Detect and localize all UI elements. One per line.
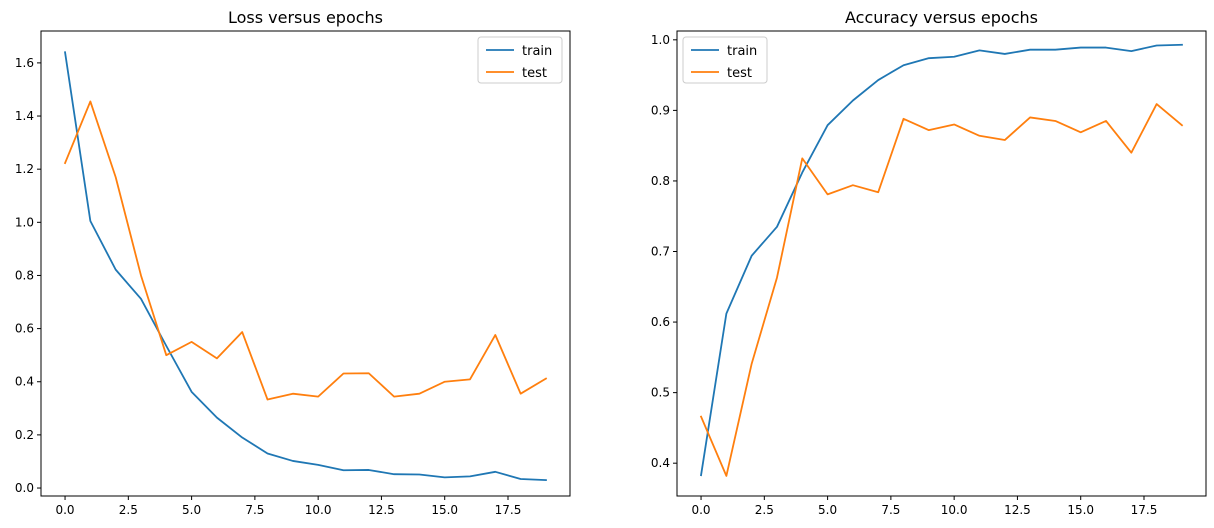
chart-1-x-tick-label: 0.0 bbox=[691, 503, 710, 517]
chart-1-series-train-line bbox=[700, 43, 1183, 477]
chart-1-x-tick-label: 15.0 bbox=[1067, 503, 1094, 517]
chart-1-x-tick-label: 2.5 bbox=[755, 503, 774, 517]
chart-0-x-tick-label: 7.5 bbox=[245, 503, 264, 517]
chart-0-x-tick-label: 10.0 bbox=[305, 503, 332, 517]
chart-1-axes-frame bbox=[676, 30, 1207, 497]
chart-0-y-tick-label: 1.0 bbox=[15, 215, 34, 229]
chart-0-series-train-line bbox=[64, 51, 547, 481]
chart-1-title: Accuracy versus epochs bbox=[845, 8, 1038, 27]
chart-0-x-tick-label: 12.5 bbox=[368, 503, 395, 517]
chart-0-x-tick-label: 5.0 bbox=[182, 503, 201, 517]
chart-1-y-tick-label: 1.0 bbox=[651, 33, 670, 47]
chart-1-y-tick-label: 0.8 bbox=[651, 174, 670, 188]
chart-1-legend-label-train: train bbox=[727, 44, 757, 59]
chart-0-y-tick-label: 1.6 bbox=[15, 56, 34, 70]
chart-1-series-test-line bbox=[699, 103, 1184, 477]
chart-1-x-tick-label: 10.0 bbox=[941, 503, 968, 517]
loss-chart: Loss versus epochs 0.0 2.5 5.0 7.5 10.0 12.5 15… bbox=[15, 8, 571, 517]
chart-0-x-tick-label: 15.0 bbox=[431, 503, 458, 517]
chart-0-x-tick-label: 17.5 bbox=[495, 503, 522, 517]
chart-0-y-tick-label: 1.2 bbox=[15, 162, 34, 176]
chart-1-y-tick-label: 0.7 bbox=[651, 245, 670, 259]
chart-0-series-test-line bbox=[63, 100, 548, 401]
chart-1-legend: train test bbox=[682, 36, 768, 84]
chart-0-title: Loss versus epochs bbox=[228, 8, 383, 27]
chart-0-legend-label-train: train bbox=[522, 44, 552, 59]
chart-0-y-tick-label: 0.6 bbox=[15, 322, 34, 336]
chart-0-axes-frame bbox=[40, 30, 571, 497]
chart-0-y-tick-label: 1.4 bbox=[15, 109, 34, 123]
chart-0-y-tick-label: 0.4 bbox=[15, 375, 34, 389]
chart-0-y-tick-label: 0.0 bbox=[15, 481, 34, 495]
chart-1-y-tick-label: 0.6 bbox=[651, 315, 670, 329]
chart-0-legend: train test bbox=[477, 36, 563, 84]
accuracy-chart: Accuracy versus epochs 0.0 2.5 5.0 7.5 10.0 12… bbox=[651, 8, 1207, 517]
chart-1-x-tick-label: 12.5 bbox=[1004, 503, 1031, 517]
chart-1-x-tick-label: 7.5 bbox=[881, 503, 900, 517]
chart-1-x-tick-label: 5.0 bbox=[818, 503, 837, 517]
chart-1-y-tick-label: 0.5 bbox=[651, 386, 670, 400]
chart-0-y-tick-label: 0.8 bbox=[15, 268, 34, 282]
chart-0-y-tick-label: 0.2 bbox=[15, 428, 34, 442]
chart-1-legend-label-test: test bbox=[727, 66, 752, 81]
chart-1-y-tick-label: 0.4 bbox=[651, 456, 670, 470]
chart-0-x-tick-label: 0.0 bbox=[55, 503, 74, 517]
chart-0-legend-label-test: test bbox=[522, 66, 547, 81]
chart-1-y-tick-label: 0.9 bbox=[651, 103, 670, 117]
chart-1-x-tick-label: 17.5 bbox=[1131, 503, 1158, 517]
chart-0-x-tick-label: 2.5 bbox=[119, 503, 138, 517]
